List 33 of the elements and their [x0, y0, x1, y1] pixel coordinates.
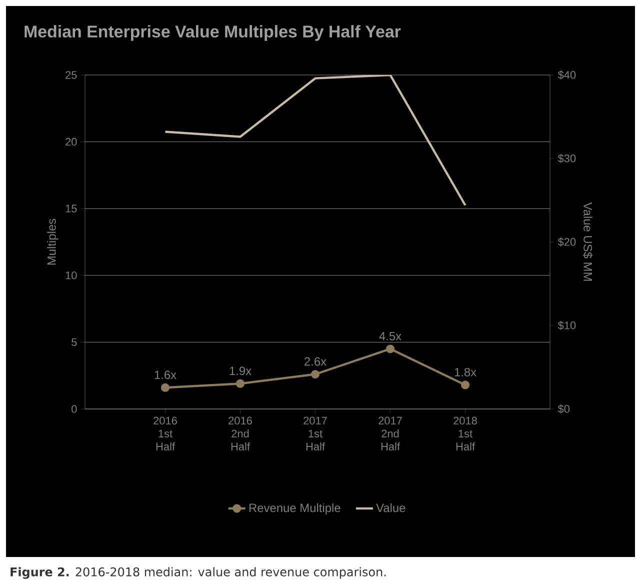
data-label: 4.5x: [379, 332, 402, 340]
point: [236, 379, 245, 388]
line-series: [164, 74, 466, 206]
y-tick-label: 20: [66, 138, 77, 146]
data-label: 1.6x: [154, 370, 176, 380]
text: Figure 2. 2016-2018 median: value and revenue comparison.: [10, 567, 386, 579]
point: [160, 383, 170, 392]
y-tick-label: 5: [72, 338, 77, 346]
x-tick-label: 2017 2nd Half: [378, 416, 402, 450]
chart-title: Median Enterprise Value Multiples By Half Year: [24, 25, 401, 41]
x-tick-label: 2017 1st Half: [304, 416, 327, 450]
y2-tick-label: $30: [558, 154, 576, 163]
legend-label: Revenue Multiple: [249, 503, 340, 514]
x-tick-label: 2016 1st Half: [154, 416, 177, 450]
y-tick-label: 15: [66, 204, 77, 212]
data-label: 2.6x: [304, 357, 326, 366]
data-label: 1.9x: [230, 366, 252, 376]
y2-tick-label: $0: [558, 404, 570, 414]
y-axis-title: Multiples: [47, 218, 58, 265]
y-tick-label: 10: [66, 272, 77, 280]
x-tick-label: 2018 1st Half: [454, 416, 477, 450]
point: [460, 380, 470, 390]
point: [386, 344, 395, 354]
point: [310, 370, 320, 379]
y2-axis-title: Value US$ MM: [582, 202, 593, 281]
y-tick-label: 25: [66, 71, 77, 79]
x-tick-label: 2016 2nd Half: [228, 416, 252, 450]
y2-tick-label: $20: [558, 238, 576, 246]
legend-label: Value: [376, 503, 406, 512]
y-tick-label: 0: [72, 405, 77, 413]
y2-tick-label: $40: [558, 70, 576, 80]
data-label: 1.8x: [454, 368, 476, 376]
y2-tick-label: $10: [558, 321, 576, 330]
